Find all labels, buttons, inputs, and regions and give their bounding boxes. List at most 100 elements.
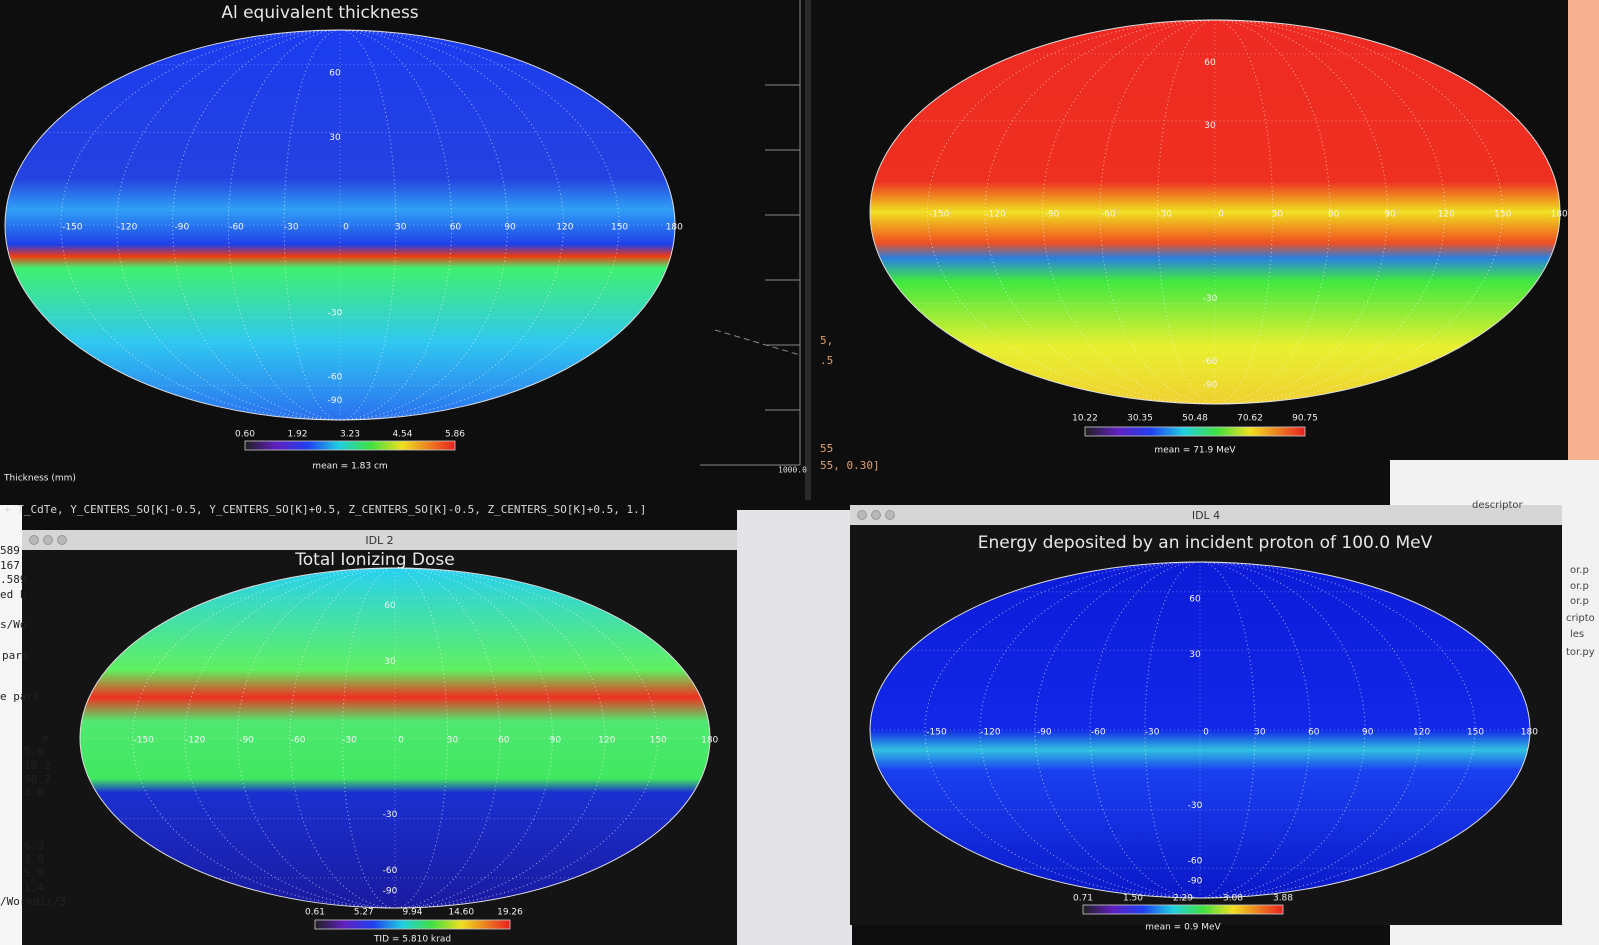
longitude-label: -30 [1157, 210, 1172, 220]
colorbar-tick-label: 3.23 [340, 430, 360, 440]
longitude-label: -60 [1101, 210, 1116, 220]
meridian [1157, 19, 1273, 405]
finder-fragment: descriptor [1472, 500, 1523, 511]
longitude-label: 30 [1254, 728, 1266, 738]
colorbar-tick-label: 5.27 [354, 908, 374, 918]
longitude-label: 150 [611, 223, 628, 233]
latitude-label: -90 [383, 887, 398, 897]
colorbar [314, 919, 511, 930]
meridian [342, 567, 448, 909]
colorbar-tick-label: 50.48 [1182, 414, 1208, 424]
longitude-label: -120 [980, 728, 1001, 738]
latitude-label: -90 [1188, 877, 1203, 887]
longitude-label: -90 [1045, 210, 1060, 220]
longitude-label: 60 [1328, 210, 1340, 220]
terminal-fragment: 19.2 [24, 759, 51, 772]
longitude-label: -90 [174, 223, 189, 233]
longitude-label: 90 [1384, 210, 1396, 220]
latitude-label: 30 [384, 657, 396, 667]
colorbar-tick-label: 90.75 [1292, 414, 1318, 424]
terminal-fragment: ed b [0, 588, 27, 601]
terminal-fragment: 5.8 [24, 745, 44, 758]
longitude-label: 0 [1218, 210, 1224, 220]
plot-title: Al equivalent thickness [221, 3, 418, 23]
longitude-label: 90 [504, 223, 516, 233]
mean-label: mean = 0.9 MeV [1145, 923, 1221, 933]
plot-title: Energy deposited by an incident proton o… [978, 533, 1433, 553]
longitude-label: -90 [239, 736, 254, 746]
colorbar-tick-label: 5.86 [445, 430, 465, 440]
meridian [1157, 19, 1273, 405]
meridian [289, 567, 501, 909]
longitude-label: 180 [666, 223, 683, 233]
colorbar [1084, 426, 1306, 437]
finder-fragment: cripto [1566, 613, 1595, 624]
finder-fragment: or.p [1570, 596, 1589, 607]
meridian [283, 29, 397, 421]
titlebar [22, 530, 737, 550]
window-button [871, 510, 881, 520]
meridian [116, 29, 564, 421]
dashed-line [714, 329, 801, 356]
desktop-area [737, 510, 852, 945]
longitude-label: -150 [62, 223, 83, 233]
latitude-label: 60 [329, 69, 341, 79]
meridian [237, 567, 553, 909]
window-button [885, 510, 895, 520]
colorbar-tick-label: 30.35 [1127, 414, 1153, 424]
longitude-label: 150 [1494, 210, 1511, 220]
terminal-fragment: .589 [0, 573, 27, 586]
edge-glare [1568, 0, 1599, 460]
latitude-label: 30 [329, 133, 341, 143]
latitude-label: -60 [328, 372, 343, 382]
finder-fragment: les [1570, 629, 1584, 640]
latitude-label: -60 [1188, 856, 1203, 866]
meridian [924, 561, 1476, 899]
latitude-label: 30 [1204, 121, 1216, 131]
meridian [227, 29, 453, 421]
latitude-label: 30 [1189, 650, 1201, 660]
mean-label: TID = 5.810 krad [373, 935, 451, 945]
meridian [227, 29, 453, 421]
colorbar-tick-label: 19.26 [497, 908, 523, 918]
longitude-label: 120 [598, 736, 615, 746]
terminal-fragment: part [2, 649, 29, 662]
longitude-label: -60 [229, 223, 244, 233]
terminal-fragment: m [42, 732, 49, 745]
longitude-label: 150 [1467, 728, 1484, 738]
colorbar-tick-label: 1.92 [287, 430, 307, 440]
meridian [927, 19, 1503, 405]
longitude-label: 0 [343, 223, 349, 233]
colorbar-tick-label: 9.94 [402, 908, 422, 918]
divider [805, 0, 811, 500]
meridian [1042, 19, 1388, 405]
longitude-label: -30 [284, 223, 299, 233]
terminal-fragment: 6.3 [24, 839, 44, 852]
terminal-fragment: 1.8 [24, 853, 44, 866]
finder-fragment: or.p [1570, 581, 1589, 592]
colorbar-tick-label: 4.54 [392, 430, 412, 440]
meridian [283, 29, 397, 421]
meridian [1089, 561, 1311, 899]
longitude-label: 0 [1203, 728, 1209, 738]
meridian [979, 561, 1421, 899]
latitude-label: -60 [1203, 357, 1218, 367]
colorbar [244, 440, 456, 451]
terminal-fragment: e part [0, 690, 40, 703]
finder-fragment: or.p [1570, 565, 1589, 576]
colorbar-tick-label: 1.50 [1123, 894, 1143, 904]
latitude-label: 60 [1204, 58, 1216, 68]
terminal-fragment: 3.8 [24, 786, 44, 799]
colorbar-tick-label: 2.29 [1173, 894, 1193, 904]
map-panel: -150 -120 -90 -60 -30 0 30 60 90 120 150 180 60 30 -30… [869, 19, 1568, 456]
colorbar-tick-label: 14.60 [448, 908, 474, 918]
latitude-label: 60 [1189, 595, 1201, 605]
latitude-label: -90 [328, 396, 343, 406]
longitude-label: 120 [1438, 210, 1455, 220]
mean-label: mean = 1.83 cm [312, 462, 387, 472]
meridian [132, 567, 658, 909]
meridian [1034, 561, 1366, 899]
terminal-command: + T_CdTe, Y_CENTERS_SO[K]-0.5, Y_CENTERS… [4, 503, 646, 516]
